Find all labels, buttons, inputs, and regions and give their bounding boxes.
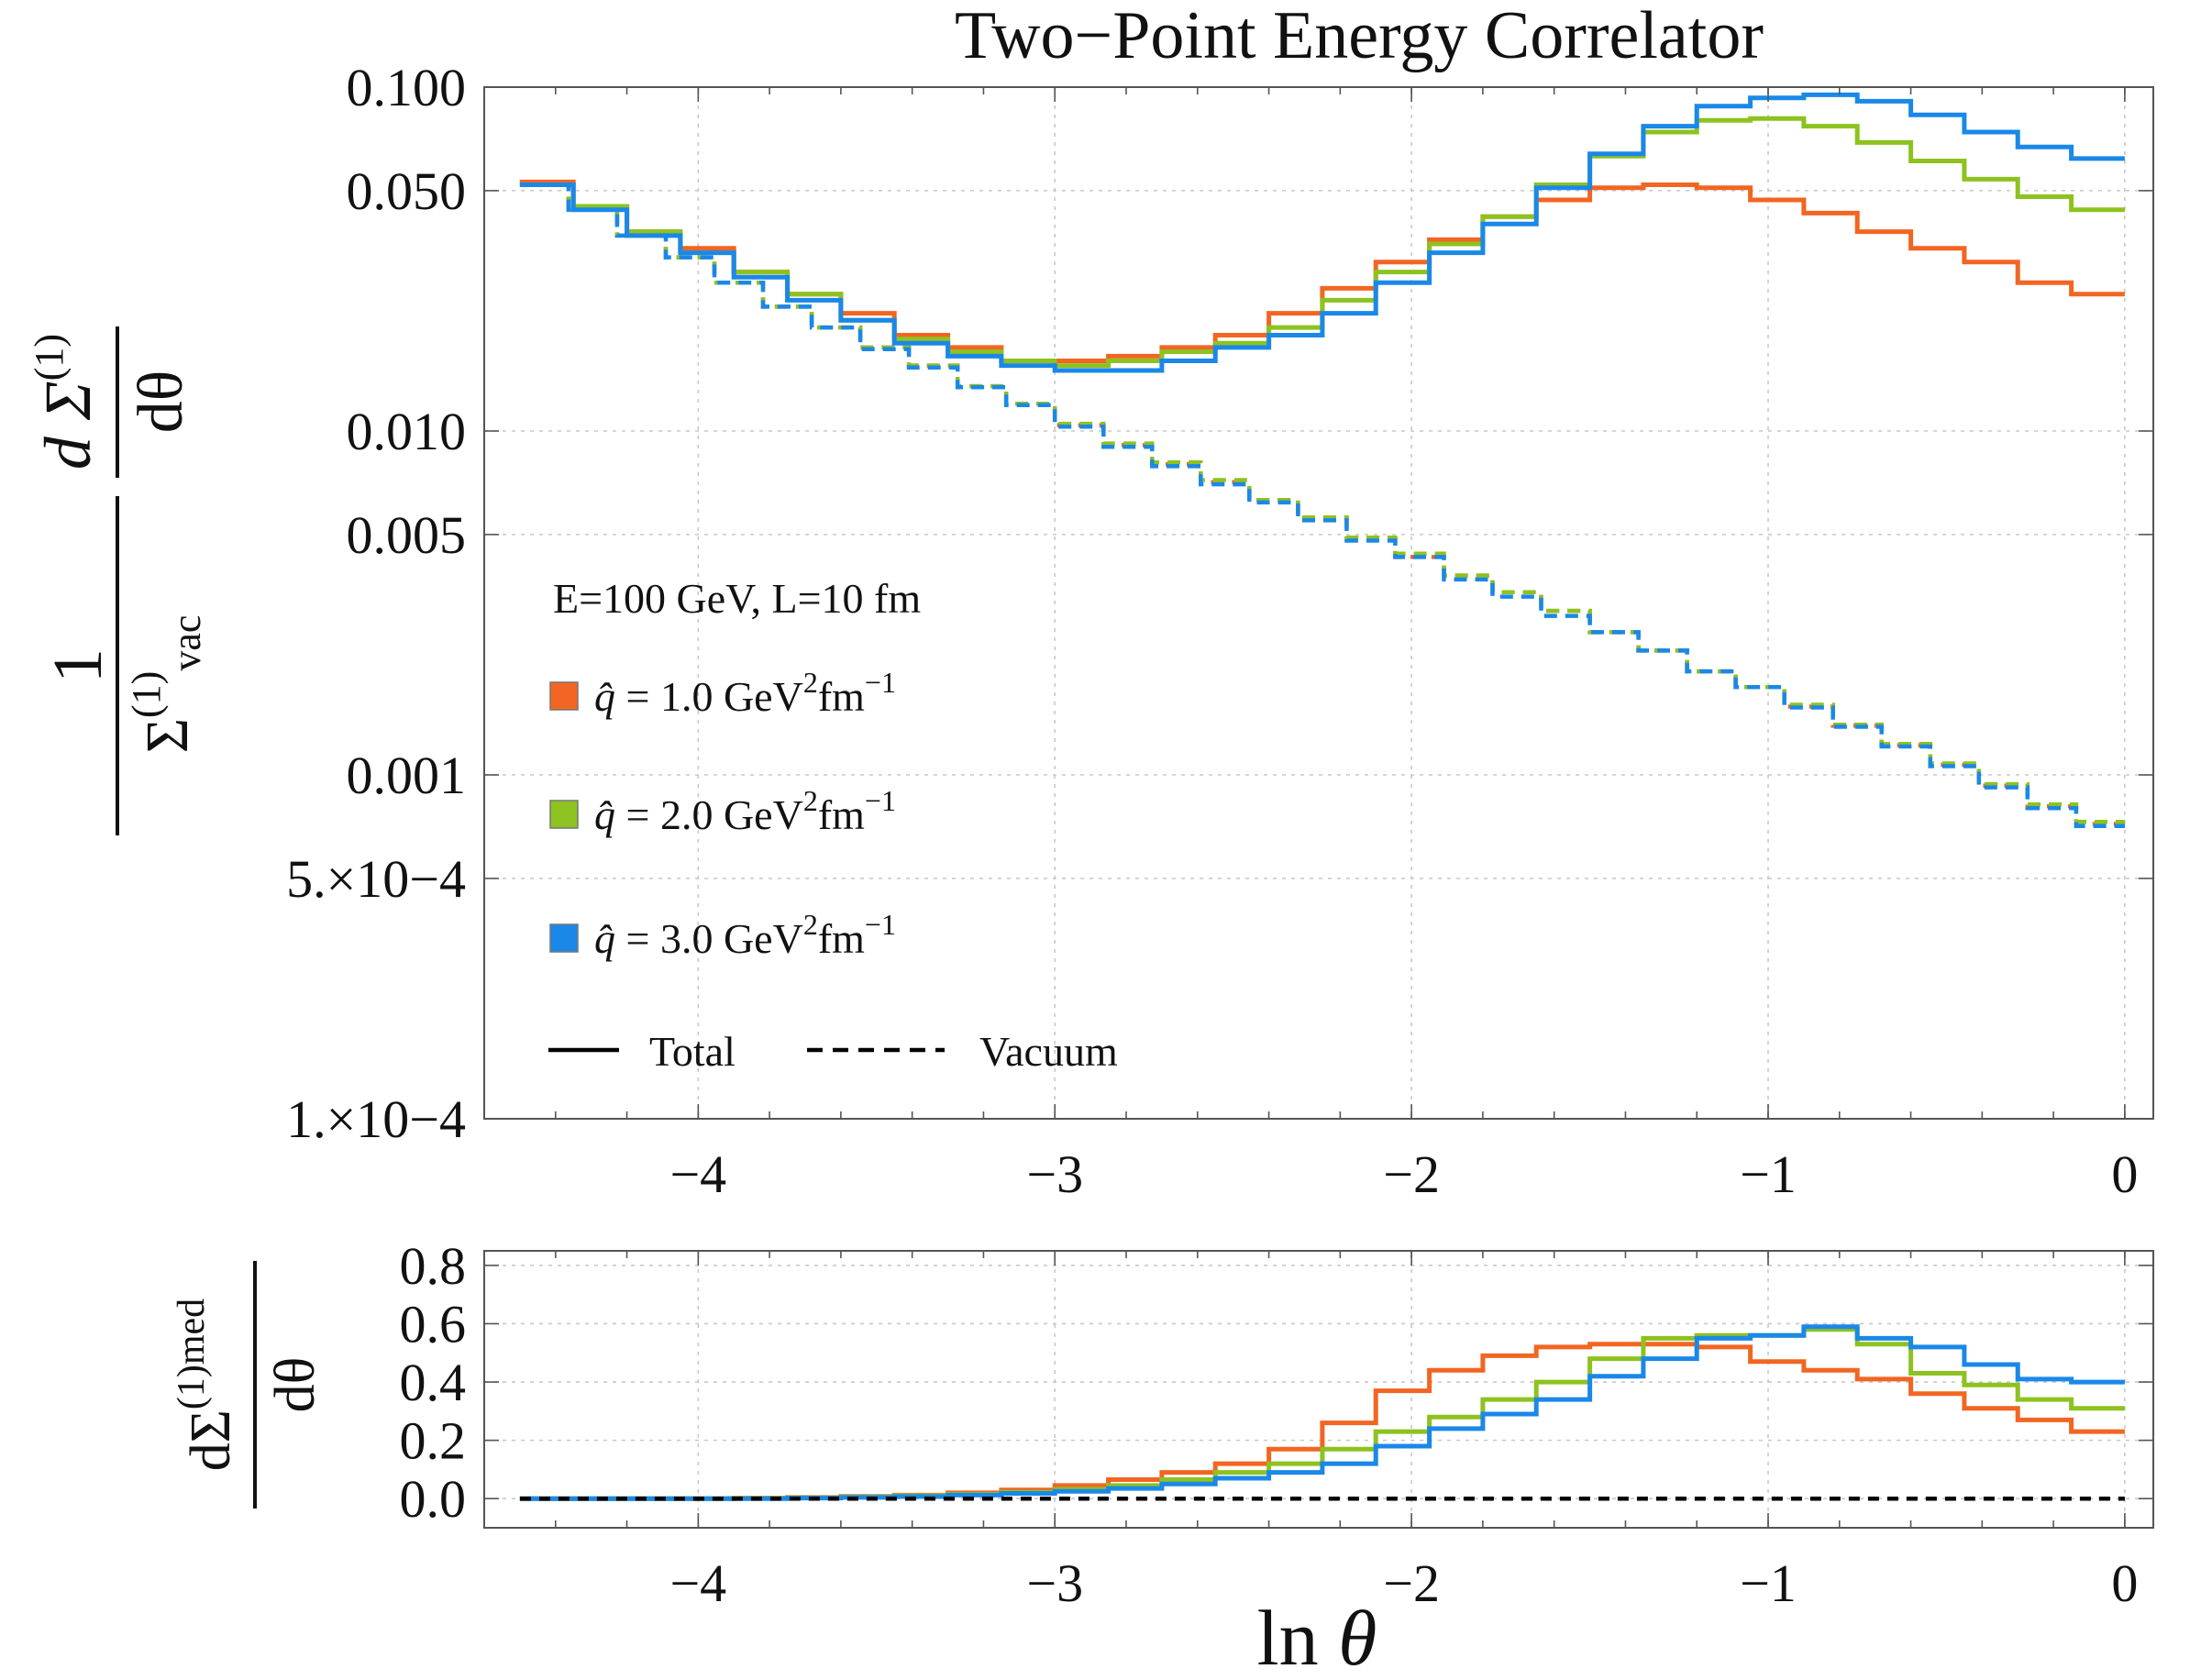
bottom-x-tick-labels: −4 −3 −2 −1 0 bbox=[669, 1553, 2138, 1613]
top-x-tick-label: −1 bbox=[1740, 1144, 1797, 1204]
legend-entry-3: q̂ = 3.0 GeV2fm−1 bbox=[549, 908, 896, 962]
legend-swatch-2 bbox=[549, 800, 579, 829]
medium-series-line-1 bbox=[519, 1342, 2125, 1501]
top-panel: −4 −3 −2 −1 0 0.100 0.050 0.010 0.005 0.001 5.×10… bbox=[286, 58, 2154, 1204]
bottom-y-tick-label: 0.0 bbox=[400, 1469, 467, 1529]
top-y-tick-label: 0.050 bbox=[347, 161, 467, 221]
ylabel-sigma-sup: (1) bbox=[124, 671, 169, 718]
legend-swatch-1 bbox=[549, 681, 579, 711]
top-plot-frame bbox=[483, 86, 2154, 1120]
bottom-y-tick-label: 0.6 bbox=[400, 1294, 467, 1354]
top-y-tick-label: 0.100 bbox=[347, 58, 467, 117]
legend-vacuum-label: Vacuum bbox=[979, 1028, 1118, 1075]
top-x-tick-label: −3 bbox=[1026, 1144, 1083, 1204]
top-x-tick-label: −4 bbox=[669, 1144, 726, 1204]
bottom-ylabel-dtheta: dθ bbox=[264, 1357, 326, 1413]
top-y-tick-labels: 0.100 0.050 0.010 0.005 0.001 5.×10−4 1.×10−4 bbox=[286, 58, 466, 1149]
bottom-x-tick-label: 0 bbox=[2111, 1553, 2138, 1613]
vacuum-series-line-3 bbox=[519, 182, 2125, 829]
bottom-y-tick-label: 0.2 bbox=[400, 1411, 467, 1471]
bottom-grid bbox=[484, 1251, 2153, 1528]
legend: E=100 GeV, L=10 fm q̂ = 1.0 GeV2fm−1 q̂ … bbox=[548, 575, 1118, 1075]
ylabel-sigma-sub: vac bbox=[164, 615, 209, 671]
top-y-tick-label: 0.001 bbox=[347, 746, 467, 805]
bottom-y-axis-label: dΣ(1)med dθ bbox=[171, 1261, 326, 1509]
legend-swatch-3 bbox=[549, 923, 579, 953]
top-ticks bbox=[483, 86, 2153, 1120]
legend-entry-1: q̂ = 1.0 GeV2fm−1 bbox=[549, 666, 896, 720]
medium-series-line-3 bbox=[519, 1324, 2125, 1501]
ylabel-denominator: Σ(1)vac bbox=[124, 615, 209, 754]
bottom-x-tick-label: −4 bbox=[669, 1553, 726, 1613]
top-x-tick-label: 0 bbox=[2111, 1144, 2138, 1204]
top-y-tick-label: 0.010 bbox=[347, 402, 467, 461]
bottom-y-tick-label: 0.8 bbox=[400, 1236, 467, 1296]
bottom-ticks bbox=[483, 1251, 2153, 1528]
ylabel-sigma: Σ bbox=[134, 718, 201, 753]
top-y-tick-label: 5.×10−4 bbox=[286, 849, 466, 909]
bottom-plot-frame bbox=[483, 1250, 2154, 1529]
legend-header: E=100 GeV, L=10 fm bbox=[553, 575, 921, 622]
legend-label-1: q̂ = 1.0 GeV2fm−1 bbox=[594, 666, 896, 720]
ylabel-one: 1 bbox=[39, 648, 116, 683]
top-y-tick-label: 0.005 bbox=[347, 505, 467, 565]
ylabel-dtheta: dθ bbox=[126, 370, 196, 434]
total-series-line-3 bbox=[519, 92, 2125, 373]
legend-linestyle-total: Total bbox=[548, 1028, 736, 1075]
bottom-x-tick-label: −1 bbox=[1740, 1553, 1797, 1613]
legend-label-3: q̂ = 3.0 GeV2fm−1 bbox=[594, 908, 896, 962]
top-series bbox=[519, 92, 2125, 829]
bottom-x-tick-label: −3 bbox=[1026, 1553, 1083, 1613]
bottom-y-tick-label: 0.4 bbox=[400, 1353, 467, 1412]
legend-entry-2: q̂ = 2.0 GeV2fm−1 bbox=[549, 784, 896, 838]
bottom-y-tick-labels: 0.00.20.40.60.8 bbox=[400, 1236, 467, 1529]
ylabel-numerator: d Σ(1) bbox=[27, 334, 105, 470]
legend-linestyle-vacuum: Vacuum bbox=[807, 1028, 1118, 1075]
legend-label-2: q̂ = 2.0 GeV2fm−1 bbox=[594, 784, 896, 838]
chart-title: Two−Point Energy Correlator bbox=[955, 0, 1764, 73]
x-axis-label: ln θ bbox=[1257, 1594, 1377, 1680]
top-x-tick-labels: −4 −3 −2 −1 0 bbox=[669, 1144, 2138, 1204]
top-y-axis-label: 1 Σ(1)vac d Σ(1) dθ bbox=[27, 326, 209, 835]
ylabel-dsigma-sup: (1) bbox=[27, 334, 72, 381]
ylabel-dsigma: d Σ bbox=[31, 381, 105, 470]
bottom-ylabel-numerator: dΣ(1)med bbox=[171, 1299, 242, 1471]
bottom-series bbox=[519, 1324, 2125, 1501]
top-x-tick-label: −2 bbox=[1383, 1144, 1440, 1204]
bottom-x-tick-label: −2 bbox=[1383, 1553, 1440, 1613]
legend-total-label: Total bbox=[649, 1028, 736, 1075]
bottom-panel: −4 −3 −2 −1 0 0.00.20.40.60.8 bbox=[400, 1236, 2154, 1613]
top-y-tick-label: 1.×10−4 bbox=[286, 1089, 466, 1149]
